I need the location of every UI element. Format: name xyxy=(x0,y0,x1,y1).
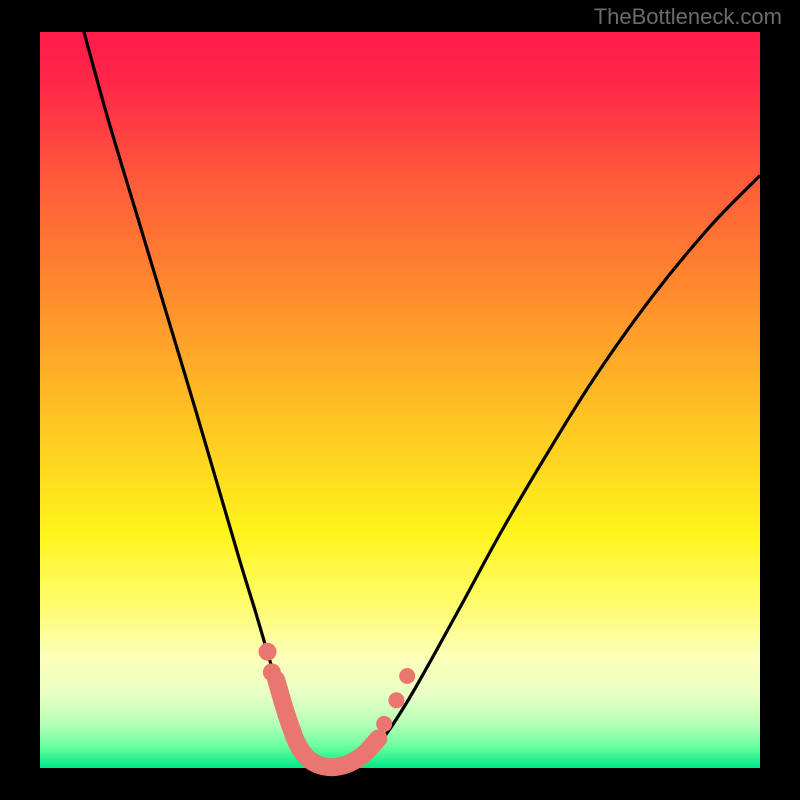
marker-dot xyxy=(376,716,392,732)
marker-dot xyxy=(263,663,281,681)
marker-dot xyxy=(259,643,277,661)
watermark-label: TheBottleneck.com xyxy=(594,4,782,30)
plot-background xyxy=(40,32,760,768)
chart-frame: TheBottleneck.com xyxy=(0,0,800,800)
bottleneck-chart xyxy=(0,0,800,800)
marker-dot xyxy=(388,692,404,708)
marker-dot xyxy=(399,668,415,684)
